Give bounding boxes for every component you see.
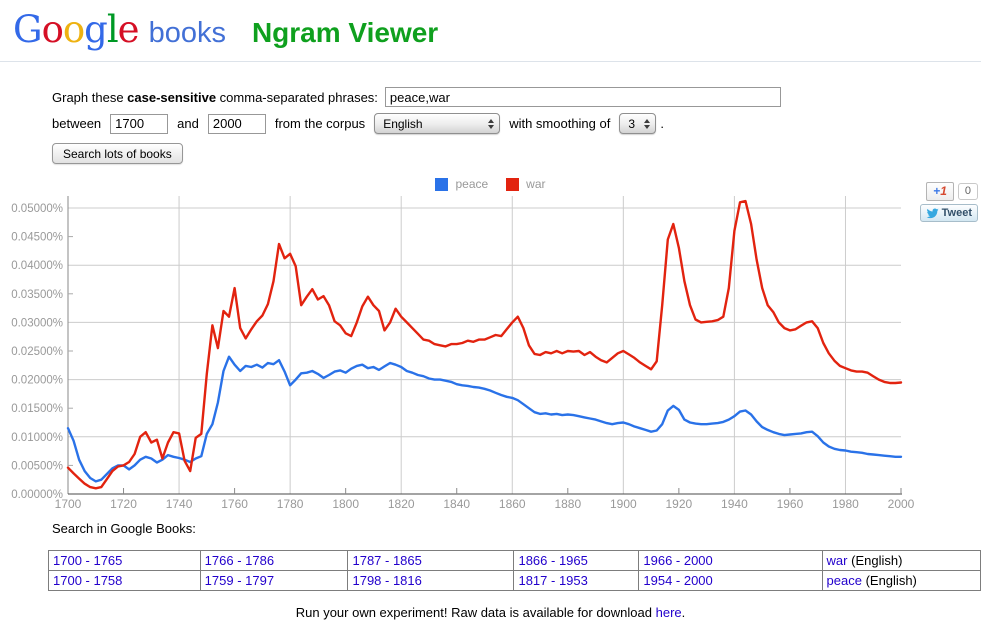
footer-text: Run your own experiment! Raw data is ava… xyxy=(295,605,656,620)
term-link[interactable]: war xyxy=(826,553,848,568)
search-in-books-label: Search in Google Books: xyxy=(52,521,196,536)
y-axis-label: 0.04500% xyxy=(11,232,63,244)
smoothing-selected-value: 3 xyxy=(628,116,636,131)
search-range-link[interactable]: 1966 - 2000 xyxy=(643,553,713,568)
x-axis-label: 1800 xyxy=(332,497,359,511)
google-logo-letter: g xyxy=(84,8,108,51)
ngram-chart-canvas[interactable]: 0.00000% 0.00500% 0.01000% 0.01500% 0.02000%… xyxy=(0,170,981,515)
google-books-search-section: Search in Google Books: 1700 - 1765 1766 … xyxy=(48,521,981,591)
between-label: between xyxy=(52,116,102,131)
header: Google books Ngram Viewer xyxy=(0,0,981,62)
x-axis-label: 1900 xyxy=(610,497,637,511)
google-plus-one-button[interactable]: +1 xyxy=(926,182,954,201)
x-axis-label: 1720 xyxy=(110,497,137,511)
social-buttons: +1 0 Tweet xyxy=(918,182,978,222)
range-cell: 1787 - 1865 xyxy=(347,550,515,571)
x-axis-label: 1760 xyxy=(221,497,248,511)
smoothing-select[interactable]: 3 xyxy=(619,113,657,134)
y-axis-label: 0.04000% xyxy=(11,260,63,272)
x-axis-label: 1880 xyxy=(554,497,581,511)
select-stepper-icon xyxy=(481,118,495,129)
sentence-period: . xyxy=(660,116,664,131)
and-label: and xyxy=(177,116,199,131)
footer-period: . xyxy=(681,605,686,620)
tweet-button-label: Tweet xyxy=(941,207,972,219)
x-axis-label: 1820 xyxy=(388,497,415,511)
corpus-select[interactable]: English xyxy=(374,113,501,134)
x-axis-label: 1960 xyxy=(777,497,804,511)
footer-note: Run your own experiment! Raw data is ava… xyxy=(0,605,981,620)
table-row: 1700 - 1765 1766 - 1786 1787 - 1865 1866 - … xyxy=(48,550,981,571)
y-axis-label: 0.03500% xyxy=(11,289,63,301)
x-axis-label: 1740 xyxy=(166,497,193,511)
term-link[interactable]: peace xyxy=(826,573,862,588)
search-range-link[interactable]: 1759 - 1797 xyxy=(204,573,275,588)
google-logo[interactable]: Google xyxy=(13,8,140,51)
y-axis-label: 0.00500% xyxy=(11,460,63,472)
search-range-link[interactable]: 1798 - 1816 xyxy=(352,573,422,588)
y-axis-label: 0.03000% xyxy=(11,317,63,329)
x-axis-label: 1920 xyxy=(666,497,693,511)
google-logo-letter: o xyxy=(41,8,64,51)
search-range-link[interactable]: 1700 - 1765 xyxy=(53,553,123,568)
x-axis-label: 1840 xyxy=(443,497,470,511)
phrases-label: Graph these case-sensitive comma-separat… xyxy=(52,89,378,105)
search-range-link[interactable]: 1787 - 1865 xyxy=(352,553,422,568)
y-axis-label: 0.02500% xyxy=(11,346,63,358)
plus-one-count-badge: 0 xyxy=(957,183,978,200)
range-cell: 1866 - 1965 xyxy=(513,550,640,571)
x-axis-label: 1860 xyxy=(499,497,526,511)
year-ranges-table: 1700 - 1765 1766 - 1786 1787 - 1865 1866 - … xyxy=(48,550,981,591)
search-range-link[interactable]: 1866 - 1965 xyxy=(518,553,588,568)
y-axis-label: 0.05000% xyxy=(11,203,63,215)
ngram-chart-area: 0.00000% 0.00500% 0.01000% 0.01500% 0.02000%… xyxy=(0,170,981,515)
range-cell: 1954 - 2000 xyxy=(638,570,823,591)
raw-data-download-link[interactable]: here xyxy=(655,605,682,620)
corpus-suffix: (English) xyxy=(847,553,903,568)
search-range-link[interactable]: 1700 - 1758 xyxy=(53,573,123,588)
term-cell: war (English) xyxy=(821,550,981,571)
year-start-input[interactable] xyxy=(110,113,169,134)
range-cell: 1766 - 1786 xyxy=(199,550,349,571)
corpus-selected-value: English xyxy=(383,116,423,131)
x-axis-label: 1940 xyxy=(721,497,748,511)
range-cell: 1759 - 1797 xyxy=(199,570,349,591)
google-logo-letter: o xyxy=(62,8,85,51)
google-logo-letter: G xyxy=(13,8,43,51)
corpus-label: from the corpus xyxy=(274,116,366,131)
corpus-suffix: (English) xyxy=(861,573,917,588)
select-stepper-icon xyxy=(637,118,651,129)
query-form: Graph these case-sensitive comma-separat… xyxy=(52,87,981,164)
series-line-peace[interactable] xyxy=(66,355,903,483)
term-cell: peace (English) xyxy=(821,570,981,591)
search-range-link[interactable]: 1766 - 1786 xyxy=(204,553,275,568)
search-books-button[interactable]: Search lots of books xyxy=(52,143,183,164)
y-axis-label: 0.00000% xyxy=(11,489,63,501)
range-cell: 1700 - 1765 xyxy=(48,550,201,571)
page-title: Ngram Viewer xyxy=(251,17,439,48)
range-cell: 1966 - 2000 xyxy=(638,550,823,571)
range-cell: 1798 - 1816 xyxy=(347,570,515,591)
y-axis-label: 0.02000% xyxy=(11,375,63,387)
range-cell: 1700 - 1758 xyxy=(48,570,201,591)
twitter-bird-icon xyxy=(926,207,939,218)
phrases-input[interactable] xyxy=(384,87,781,107)
range-cell: 1817 - 1953 xyxy=(513,570,640,591)
y-axis-label: 0.01500% xyxy=(11,403,63,415)
x-axis-label: 1980 xyxy=(832,497,859,511)
year-end-input[interactable] xyxy=(207,113,266,134)
y-axis-label: 0.01000% xyxy=(11,432,63,444)
x-axis-label: 1700 xyxy=(55,497,82,511)
search-range-link[interactable]: 1817 - 1953 xyxy=(518,573,588,588)
search-range-link[interactable]: 1954 - 2000 xyxy=(643,573,713,588)
tweet-button[interactable]: Tweet xyxy=(919,204,978,222)
x-axis-label: 1780 xyxy=(277,497,304,511)
google-logo-letter: l xyxy=(106,8,119,51)
series-line-war[interactable] xyxy=(66,199,903,490)
table-row: 1700 - 1758 1759 - 1797 1798 - 1816 1817 - … xyxy=(48,570,981,591)
smoothing-label: with smoothing of xyxy=(509,116,611,131)
books-logo-text[interactable]: books xyxy=(148,17,226,49)
x-axis-label: 2000 xyxy=(888,497,915,511)
google-logo-letter: e xyxy=(117,8,140,51)
